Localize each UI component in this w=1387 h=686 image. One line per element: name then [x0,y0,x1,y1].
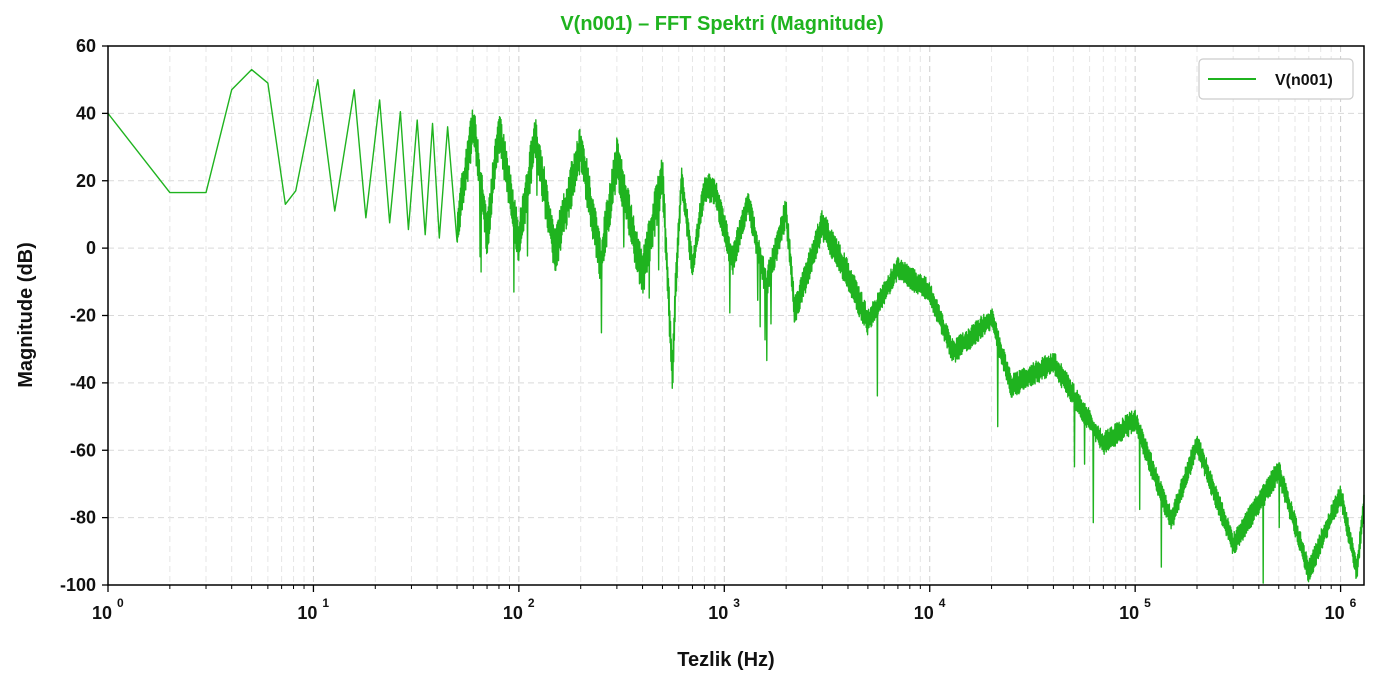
x-tick-label: 10 [1325,603,1345,623]
series-line-0 [107,68,1365,584]
y-tick-label: -80 [70,508,96,528]
x-axis-label: Tezlik (Hz) [677,649,774,671]
x-tick-exponent: 4 [939,596,946,610]
x-tick-exponent: 0 [117,596,124,610]
chart-title: V(n001) – FFT Spektri (Magnitude) [560,13,883,35]
y-tick-label: -20 [70,306,96,326]
x-tick-exponent: 2 [528,596,535,610]
y-tick-label: 60 [76,36,96,56]
legend-label: V(n001) [1275,72,1333,89]
x-tick-label: 10 [914,603,934,623]
y-tick-label: -60 [70,440,96,460]
x-tick-label: 10 [503,603,523,623]
x-tick-exponent: 5 [1144,596,1151,610]
x-tick-label: 10 [708,603,728,623]
y-tick-label: 40 [76,103,96,123]
x-tick-label: 10 [1119,603,1139,623]
y-tick-label: 20 [76,171,96,191]
y-tick-label: 0 [86,238,96,258]
legend-box [1198,58,1354,100]
x-tick-exponent: 1 [322,596,329,610]
y-tick-label: -100 [60,575,96,595]
y-axis-ticks: 60 40 20 0 -20 -40 -60 -80 -100 [60,36,108,595]
x-tick-label: 10 [297,603,317,623]
series-layer [107,68,1365,584]
legend: V(n001) [1198,58,1354,100]
x-axis-ticks: 10 0 10 1 10 2 10 3 10 4 10 5 10 6 [92,585,1357,623]
x-tick-exponent: 6 [1350,596,1357,610]
y-tick-label: -40 [70,373,96,393]
x-tick-exponent: 3 [733,596,740,610]
y-axis-label: Magnitude (dB) [15,242,37,388]
x-tick-label: 10 [92,603,112,623]
